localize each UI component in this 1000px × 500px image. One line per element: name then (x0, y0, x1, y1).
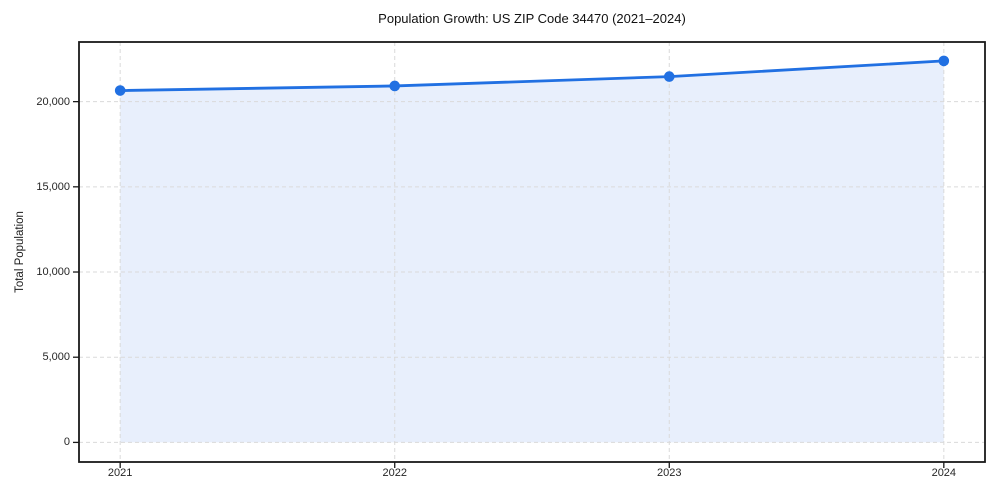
x-tick-label: 2024 (931, 467, 957, 479)
data-point-marker (938, 55, 950, 67)
x-tick-label: 2023 (657, 467, 682, 479)
y-tick-label: 0 (63, 436, 70, 449)
y-tick-label: 10,000 (36, 266, 70, 279)
data-point-marker (389, 80, 401, 92)
x-tick-label: 2021 (107, 467, 133, 479)
data-point-marker (663, 71, 675, 82)
trend-line (118, 59, 946, 92)
plot-border (78, 41, 986, 463)
chart-title: Population Growth: US ZIP Code 34470 (20… (378, 11, 686, 26)
data-point-marker (114, 85, 126, 96)
y-tick-label: 15,000 (36, 180, 70, 193)
x-tick-label: 2022 (382, 467, 407, 479)
area-fill (120, 60, 944, 443)
y-tick-label: 20,000 (36, 95, 70, 108)
y-tick-label: 5,000 (42, 351, 70, 364)
